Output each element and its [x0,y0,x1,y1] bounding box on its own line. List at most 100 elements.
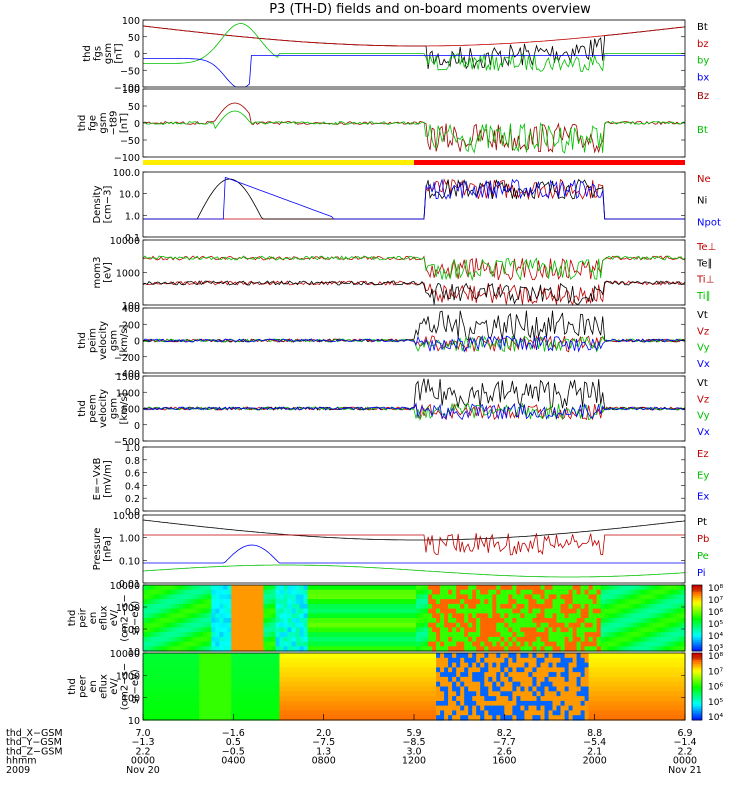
pressure-ytick: 0.10 [119,556,140,567]
peer_spectrogram-colorbar: 10⁸ 10⁷ 10⁶ 10⁵ 10⁴ [691,652,723,723]
pressure-series-Pt [142,519,686,541]
fge-ylabel-line: −t89 [109,110,120,135]
peir_spectrogram-ylabel-line: en [88,612,99,625]
temperature-ylabel-line: mom3 [92,257,103,289]
fge-series-Bz [142,102,686,154]
density-ylabel-line: [cm−3] [103,186,114,224]
fge-ytick: −100 [114,153,140,164]
peem_velocity-ylabel-line: velocity [98,389,109,428]
peim_velocity-legend-0: Vt [697,310,708,321]
x-tick-label: −7.5 [312,737,335,748]
density-ytick: 0.1 [125,233,140,244]
peim_velocity-ylabel-line: gsm [109,330,120,351]
density-frame [142,171,686,238]
efield-ytick: 0.0 [125,507,140,518]
efield-frame [142,446,686,512]
peim_velocity-legend-1: Vz [697,326,709,337]
x-tick-label: −1.4 [673,737,696,748]
fge-ytick: 0 [134,119,140,130]
x-row-label: thd_X−GSM [6,728,63,739]
density-ytick: 100.0 [113,168,140,179]
peir_spectrogram-colorbar-tick: 10⁶ [708,608,723,618]
peir_spectrogram-ylabel-line: sr−eV) [130,601,141,636]
peir_spectrogram-ytick: 100 [122,625,140,636]
temperature-series-Te∥ [142,280,686,305]
x-tick-label: 1200 [402,756,426,767]
efield-legend-0: Ez [697,449,709,460]
x-tick-label: 5.9 [406,728,421,739]
peim_velocity-legend-3: Vx [697,359,710,370]
x-tick-label: −1.3 [131,737,154,748]
peem_velocity-ytick: 500 [122,405,140,416]
pressure-frame [142,514,686,584]
x-tick-label: 1.3 [316,746,331,757]
x-tick-label: −7.7 [493,737,516,748]
figure-title: P3 (TH-D) fields and on-board moments ov… [269,2,591,17]
x-tick-label: −5.4 [583,737,606,748]
peem_velocity-ylabel-line: gsm [109,398,120,419]
density-ytick: 1.0 [125,211,140,222]
peem_velocity-legend-3: Vx [697,427,710,438]
fgs-series-bz [142,25,686,47]
peem_velocity-ylabel-line: [km/s] [119,392,130,424]
x-tick-label: 2.0 [316,728,331,739]
fge-frame [142,88,686,158]
x-tick-label: 8.2 [497,728,512,739]
density-ylabel: Density [cm−3] [92,185,114,223]
fgs-legend-1: bz [697,39,709,50]
peem_velocity-legend-1: Vz [697,394,709,405]
fgs-panel: Bt bz by bx 100 50 0 −50 −100 thd fgs gsm [nT] [82,16,709,94]
efield-panel: Ez Ey Ex 1.0 0.8 0.60.4 0.2 0.0 E=−VxB [mV/m] [92,443,709,518]
peir_spectrogram-colorbar-tick: 10⁸ [708,584,723,594]
fgs-ytick: −100 [114,83,140,94]
peer_spectrogram-colorbar-tick: 10⁷ [708,667,723,677]
peer_spectrogram-ylabel-line: eV/ [109,678,120,695]
peir_spectrogram-ylabel-line: (cm2−s− [120,594,131,641]
efield-ylabel: E=−VxB [mV/m] [92,458,114,501]
fgs-ylabel: thd fgs gsm [nT] [82,43,125,64]
peim_velocity-ytick: 400 [122,304,140,315]
density-ytick: 10.0 [119,190,140,201]
peir_spectrogram-frame [142,584,686,652]
fgs-ylabel-line: fgs [93,46,104,61]
peim_velocity-ytick: 0 [134,337,140,348]
x-tick-label: −8.5 [402,737,425,748]
x-tick-label: 0400 [221,756,245,767]
peer_spectrogram-ytick: 1000 [116,671,140,682]
peem_velocity-ylabel: thd peem velocity gsm [km/s] [77,389,130,428]
x-tick-label: 8.8 [587,728,602,739]
peir_spectrogram-ytick: 1000 [116,603,140,614]
peir_spectrogram-ylabel-line: peir [78,607,89,627]
peer_spectrogram-colorbar-tick: 10⁵ [708,698,723,708]
peir_spectrogram-colorbar-tick: 10⁵ [708,620,723,630]
pressure-series-Pe [142,564,686,578]
x-row-label: 2009 [6,765,30,776]
x-tick-label: 0000 [131,756,155,767]
pressure-legend-1: Pb [697,534,709,545]
pressure-legend-0: Pt [697,517,707,528]
pressure-series-Pb [143,533,685,556]
peim_velocity-legend-2: Vy [697,343,710,354]
peer_spectrogram-ylabel-line: sr−eV) [130,669,141,704]
peir_spectrogram-colorbar-tick: 10⁷ [708,596,723,606]
fge-ylabel-line: gsm [98,112,109,133]
peim_velocity-ylabel-line: velocity [98,321,109,360]
x-tick-label: 3.0 [406,746,421,757]
pressure-ylabel-line: Pressure [92,528,103,571]
fge-ylabel-line: [nT] [119,113,130,133]
peir_spectrogram-ylabel-line: eflux [99,606,110,631]
peem_velocity-panel: Vt Vz Vy Vx 1500 1000 500 0 −500 thd peem velocity g… [77,372,710,448]
peim_velocity-ylabel-line: peim [88,328,99,353]
efield-ytick: 0.8 [125,456,140,467]
pressure-panel: Pt Pb Pe Pi 10.00 1.00 0.10 0.01 Pressure [nPa] [92,511,709,590]
peir_spectrogram-image [143,585,686,652]
temperature-ytick: 100 [122,301,140,312]
pressure-legend-2: Pe [697,551,709,562]
peim_velocity-series-Vx [142,335,686,353]
efield-ytick: 0.6 [125,469,140,480]
x-tick-label: −0.5 [222,746,245,757]
temperature-panel: Te⊥ Te∥ Ti⊥ Ti∥ 10000 1000 100 mom3 [eV] [92,236,716,312]
density-legend-0: Ne [697,174,711,185]
temperature-ylabel-line: [eV] [103,262,114,283]
peim_velocity-ylabel-line: [km/s] [119,324,130,356]
